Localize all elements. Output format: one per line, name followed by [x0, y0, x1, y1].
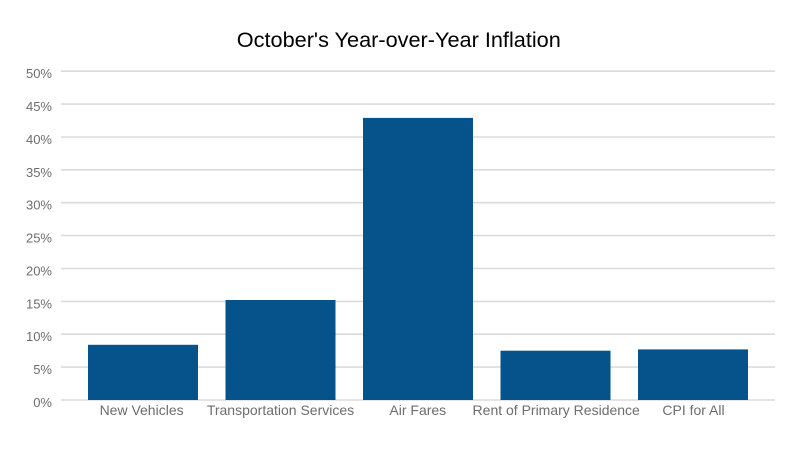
svg-text:CPI for All: CPI for All [662, 402, 724, 418]
svg-text:40%: 40% [26, 132, 52, 147]
svg-text:October's Year-over-Year Infla: October's Year-over-Year Inflation [237, 27, 561, 52]
svg-text:35%: 35% [26, 165, 52, 180]
svg-text:30%: 30% [26, 198, 52, 213]
svg-text:50%: 50% [26, 66, 52, 81]
svg-text:Air Fares: Air Fares [389, 402, 446, 418]
svg-text:10%: 10% [26, 329, 52, 344]
svg-text:0%: 0% [33, 395, 52, 410]
svg-text:New Vehicles: New Vehicles [100, 402, 184, 418]
svg-text:20%: 20% [26, 264, 52, 279]
svg-text:15%: 15% [26, 296, 52, 311]
svg-text:45%: 45% [26, 99, 52, 114]
svg-text:5%: 5% [33, 362, 52, 377]
svg-text:25%: 25% [26, 231, 52, 246]
svg-text:Rent of Primary Residence: Rent of Primary Residence [473, 402, 641, 418]
svg-text:Transportation Services: Transportation Services [207, 402, 354, 418]
